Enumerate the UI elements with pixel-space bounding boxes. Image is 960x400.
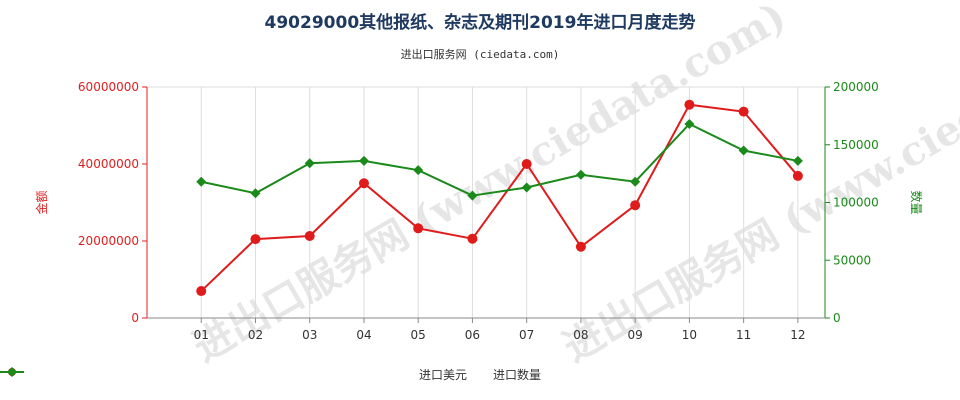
- x-tick-label: 06: [465, 328, 480, 342]
- x-tick-label: 10: [682, 328, 697, 342]
- data-point-0: [358, 178, 369, 189]
- x-tick-label: 01: [194, 328, 209, 342]
- y-left-tick-label: 60000000: [78, 80, 139, 94]
- legend-label-series-0: 进口美元: [418, 368, 467, 382]
- x-tick-label: 09: [628, 328, 643, 342]
- y-right-tick-label: 150000: [833, 138, 879, 152]
- data-point-0: [575, 241, 586, 252]
- y-left-tick-label: 20000000: [78, 234, 139, 248]
- x-tick-label: 03: [302, 328, 317, 342]
- x-tick-label: 02: [248, 328, 263, 342]
- data-point-0: [684, 99, 695, 110]
- data-point-0: [413, 223, 424, 234]
- x-tick-label: 12: [790, 328, 805, 342]
- legend: 进口美元 进口数量: [0, 366, 960, 383]
- data-point-1: [467, 190, 478, 201]
- series-line-0: [200, 103, 799, 292]
- data-point-1: [792, 155, 803, 166]
- series-line-1: [201, 122, 799, 197]
- data-point-1: [250, 188, 261, 199]
- y-right-tick-label: 0: [833, 311, 841, 325]
- data-point-1: [575, 169, 586, 180]
- data-point-0: [792, 170, 803, 181]
- y-axis-right-label: 数量: [909, 190, 924, 214]
- data-point-1: [630, 176, 641, 187]
- y-right-tick-label: 100000: [833, 196, 879, 210]
- data-point-0: [196, 286, 207, 297]
- data-point-1: [413, 165, 424, 176]
- data-point-1: [521, 182, 532, 193]
- y-left-tick-label: 0: [131, 311, 139, 325]
- y-right-tick-label: 200000: [833, 80, 879, 94]
- data-point-0: [304, 230, 315, 241]
- x-tick-label: 11: [736, 328, 751, 342]
- data-point-0: [630, 200, 641, 211]
- data-point-1: [358, 155, 369, 166]
- x-tick-label: 04: [356, 328, 371, 342]
- chart-title: 49029000其他报纸、杂志及期刊2019年进口月度走势: [264, 13, 696, 33]
- data-point-1: [304, 158, 315, 169]
- legend-item-series-1[interactable]: 进口数量: [0, 366, 542, 383]
- x-tick-label: 05: [411, 328, 426, 342]
- legend-label-series-1: 进口数量: [493, 368, 542, 382]
- data-point-0: [521, 159, 532, 169]
- data-point-0: [250, 234, 261, 245]
- chart-subtitle: 进出口服务网 (ciedata.com): [400, 48, 560, 61]
- x-tick-label: 08: [573, 328, 588, 342]
- data-point-1: [684, 118, 695, 129]
- data-point-0: [738, 106, 749, 117]
- y-axis-left-label: 金额: [34, 190, 49, 214]
- data-point-1: [738, 145, 749, 156]
- y-right-tick-label: 50000: [833, 253, 871, 267]
- legend-marker-series-1: [0, 367, 24, 377]
- data-point-0: [467, 233, 478, 244]
- x-tick-label: 07: [519, 328, 534, 342]
- y-left-tick-label: 40000000: [78, 157, 139, 171]
- legend-item-series-0[interactable]: 进口美元: [0, 366, 467, 383]
- data-point-1: [196, 176, 207, 187]
